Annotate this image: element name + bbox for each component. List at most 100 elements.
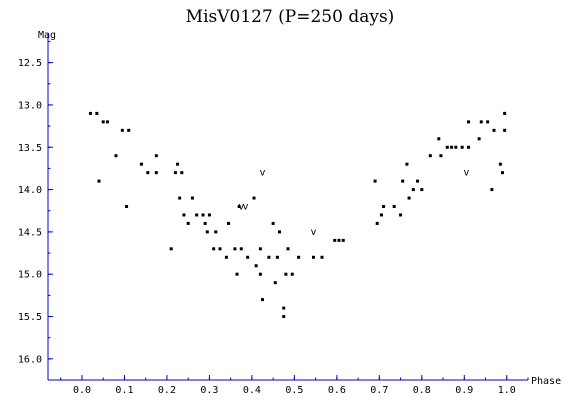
data-point — [235, 272, 239, 276]
data-point — [320, 255, 324, 259]
chart-title: MisV0127 (P=250 days) — [186, 7, 395, 27]
data-point — [382, 205, 386, 208]
data-point — [180, 171, 184, 175]
data-point — [341, 238, 345, 242]
upper-limit-marker: v — [259, 168, 265, 179]
y-tick-label: 15.5 — [18, 312, 42, 323]
x-tick-label: 0.4 — [243, 385, 261, 396]
y-tick-label: 14.5 — [18, 227, 42, 238]
x-axis-label: Phase — [531, 376, 561, 387]
data-point — [467, 145, 471, 149]
data-point — [258, 247, 262, 251]
data-point — [450, 145, 454, 149]
data-point — [401, 179, 405, 183]
data-point — [337, 238, 341, 242]
data-point — [373, 179, 377, 183]
data-point — [178, 196, 182, 200]
data-point — [439, 154, 443, 158]
data-point — [445, 145, 449, 149]
data-point — [428, 154, 432, 158]
data-point — [399, 213, 403, 217]
data-point — [297, 255, 301, 259]
data-point — [503, 111, 507, 115]
data-point — [405, 162, 409, 166]
data-point — [190, 196, 194, 200]
data-point — [207, 213, 211, 217]
data-point — [486, 120, 490, 124]
data-point — [437, 137, 441, 141]
data-point — [275, 255, 279, 259]
data-point — [127, 128, 131, 132]
data-point — [278, 230, 282, 234]
data-point — [101, 120, 105, 124]
data-point — [125, 205, 129, 208]
data-point — [169, 247, 173, 251]
data-point — [477, 137, 481, 141]
data-point — [498, 162, 502, 166]
data-point — [467, 120, 471, 124]
data-point — [273, 281, 277, 285]
data-point — [195, 213, 199, 217]
data-point — [411, 188, 415, 192]
x-tick-label: 0.3 — [200, 385, 218, 396]
data-point — [224, 255, 228, 259]
data-point — [258, 272, 262, 276]
data-point — [290, 272, 294, 276]
data-point — [454, 145, 458, 149]
data-point — [416, 179, 420, 183]
data-point — [379, 213, 383, 217]
data-point — [503, 128, 507, 132]
data-point — [146, 171, 150, 175]
y-tick-label: 13.5 — [18, 143, 42, 154]
upper-limit-marker: v — [463, 168, 469, 179]
x-tick-label: 0.5 — [285, 385, 303, 396]
x-tick-label: 0.8 — [413, 385, 431, 396]
upper-limit-marker: v — [243, 202, 249, 213]
y-tick-label: 13.0 — [18, 100, 42, 111]
data-point — [105, 120, 109, 124]
data-point — [201, 213, 205, 217]
data-point — [479, 120, 483, 124]
data-point — [218, 247, 222, 251]
data-point — [267, 255, 271, 259]
data-point — [154, 154, 158, 158]
data-point — [120, 128, 124, 132]
data-point — [233, 247, 237, 251]
data-point — [420, 188, 424, 192]
data-point — [237, 205, 241, 208]
x-tick-label: 0.0 — [73, 385, 91, 396]
x-tick-label: 0.9 — [455, 385, 473, 396]
y-tick-label: 15.0 — [18, 270, 42, 281]
x-tick-label: 0.7 — [370, 385, 388, 396]
data-point — [88, 111, 92, 115]
x-tick-label: 0.6 — [328, 385, 346, 396]
x-tick-label: 0.2 — [158, 385, 176, 396]
data-point — [282, 315, 286, 319]
data-point — [501, 171, 505, 175]
data-point — [154, 171, 158, 175]
y-axis-label: Mag — [38, 30, 56, 41]
data-point — [392, 205, 396, 208]
data-point — [97, 179, 101, 183]
data-point — [186, 221, 190, 225]
data-point — [284, 272, 288, 276]
upper-limit-marker: v — [238, 202, 244, 213]
data-point — [239, 247, 243, 251]
data-point — [173, 171, 177, 175]
y-tick-labels: 12.5 13.0 13.5 14.0 14.5 15.0 15.5 16.0 — [18, 58, 42, 365]
data-point — [227, 221, 231, 225]
data-point — [203, 221, 207, 225]
data-point — [490, 188, 494, 192]
y-tick-label: 12.5 — [18, 58, 42, 69]
data-point — [282, 306, 286, 310]
data-point — [246, 255, 250, 259]
data-point — [271, 221, 275, 225]
data-point — [311, 255, 315, 259]
data-point — [492, 128, 496, 132]
data-point — [407, 196, 411, 200]
data-point — [114, 154, 118, 158]
data-point — [182, 213, 186, 217]
data-point — [212, 247, 216, 251]
